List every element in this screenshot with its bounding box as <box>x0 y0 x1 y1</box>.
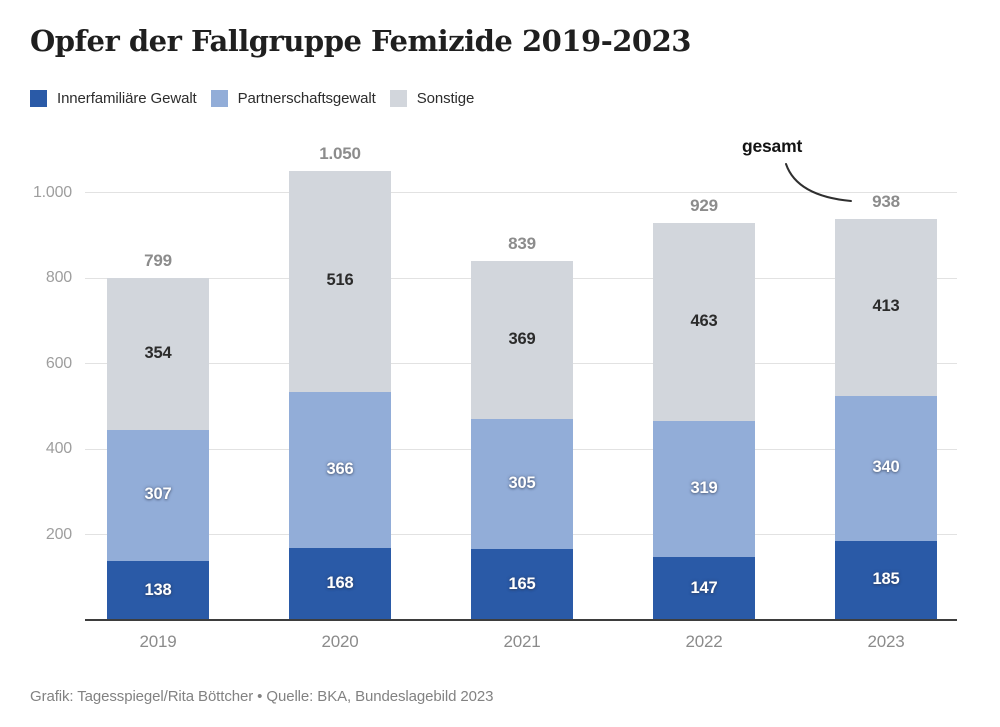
x-axis-label-2020: 2020 <box>321 632 359 651</box>
total-label-2019: 799 <box>144 251 172 271</box>
legend-swatch-partnerschaftsgewalt <box>210 90 228 107</box>
segment-innerfamiliaere-gewalt-2021 <box>471 549 573 620</box>
segment-value-innerfamiliaere-gewalt-2020: 168 <box>326 574 354 593</box>
segment-value-partnerschaftsgewalt-2023: 340 <box>872 458 900 477</box>
segment-value-innerfamiliaere-gewalt-2023: 185 <box>872 570 900 589</box>
legend-item-sonstige: Sonstige <box>389 90 475 107</box>
segment-partnerschaftsgewalt-2022 <box>653 420 755 558</box>
y-axis-label-200: 200 <box>45 525 72 543</box>
legend-label: Innerfamiliäre Gewalt <box>57 90 197 107</box>
y-axis-label-1.000: 1.000 <box>32 183 72 201</box>
segment-sonstige-2020 <box>289 171 391 392</box>
segment-partnerschaftsgewalt-2020 <box>289 391 391 549</box>
x-axis-label-2019: 2019 <box>139 632 177 651</box>
legend-item-partnerschaftsgewalt: Partnerschaftsgewalt <box>210 90 376 107</box>
legend-swatch-sonstige <box>389 90 407 107</box>
segment-value-sonstige-2020: 516 <box>326 271 354 290</box>
gesamt-arrow <box>785 163 852 202</box>
x-axis-line <box>85 619 957 621</box>
total-label-2020: 1.050 <box>319 144 361 164</box>
segment-sonstige-2021 <box>471 261 573 420</box>
segment-value-innerfamiliaere-gewalt-2019: 138 <box>144 580 172 599</box>
legend: Innerfamiliäre Gewalt Partnerschaftsgewal… <box>30 90 474 107</box>
segment-sonstige-2019 <box>107 278 209 430</box>
segment-innerfamiliaere-gewalt-2020 <box>289 548 391 620</box>
segment-sonstige-2022 <box>653 222 755 421</box>
x-axis-label-2023: 2023 <box>867 632 905 651</box>
legend-item-innerfamiliaere-gewalt: Innerfamiliäre Gewalt <box>30 90 197 107</box>
total-label-2023: 938 <box>872 192 900 211</box>
segment-value-sonstige-2021: 369 <box>508 330 536 349</box>
segment-value-sonstige-2022: 463 <box>690 311 718 330</box>
x-axis-label-2021: 2021 <box>503 632 541 651</box>
segment-value-partnerschaftsgewalt-2019: 307 <box>144 485 172 504</box>
source-credit: Grafik: Tagesspiegel/Rita Böttcher • Que… <box>30 688 494 705</box>
segment-value-sonstige-2023: 413 <box>872 297 900 316</box>
legend-label: Sonstige <box>416 90 475 107</box>
gridline-1.000 <box>85 192 957 193</box>
segment-value-partnerschaftsgewalt-2020: 366 <box>326 459 354 478</box>
segment-partnerschaftsgewalt-2021 <box>471 419 573 550</box>
segment-innerfamiliaere-gewalt-2023 <box>835 540 937 620</box>
segment-sonstige-2023 <box>835 219 937 396</box>
segment-value-innerfamiliaere-gewalt-2022: 147 <box>690 578 718 597</box>
segment-innerfamiliaere-gewalt-2022 <box>653 557 755 620</box>
y-axis-label-400: 400 <box>45 440 72 457</box>
y-axis-label-600: 600 <box>45 354 72 372</box>
segment-partnerschaftsgewalt-2019 <box>107 429 209 561</box>
annotation-gesamt-label: gesamt <box>742 136 803 156</box>
segment-partnerschaftsgewalt-2023 <box>835 395 937 541</box>
legend-label: Partnerschaftsgewalt <box>237 90 376 107</box>
segment-value-sonstige-2019: 354 <box>144 344 172 363</box>
segment-value-innerfamiliaere-gewalt-2021: 165 <box>508 574 536 593</box>
total-label-2022: 929 <box>690 195 718 215</box>
legend-swatch-innerfamiliaere-gewalt <box>30 90 47 107</box>
x-axis-label-2022: 2022 <box>685 632 723 651</box>
chart-title: Opfer der Fallgruppe Femizide 2019-2023 <box>30 24 691 58</box>
total-label-2021: 839 <box>508 234 536 254</box>
segment-innerfamiliaere-gewalt-2019 <box>107 561 209 620</box>
segment-value-partnerschaftsgewalt-2021: 305 <box>508 474 536 493</box>
segment-value-partnerschaftsgewalt-2022: 319 <box>690 478 718 497</box>
y-axis-label-800: 800 <box>45 269 72 286</box>
